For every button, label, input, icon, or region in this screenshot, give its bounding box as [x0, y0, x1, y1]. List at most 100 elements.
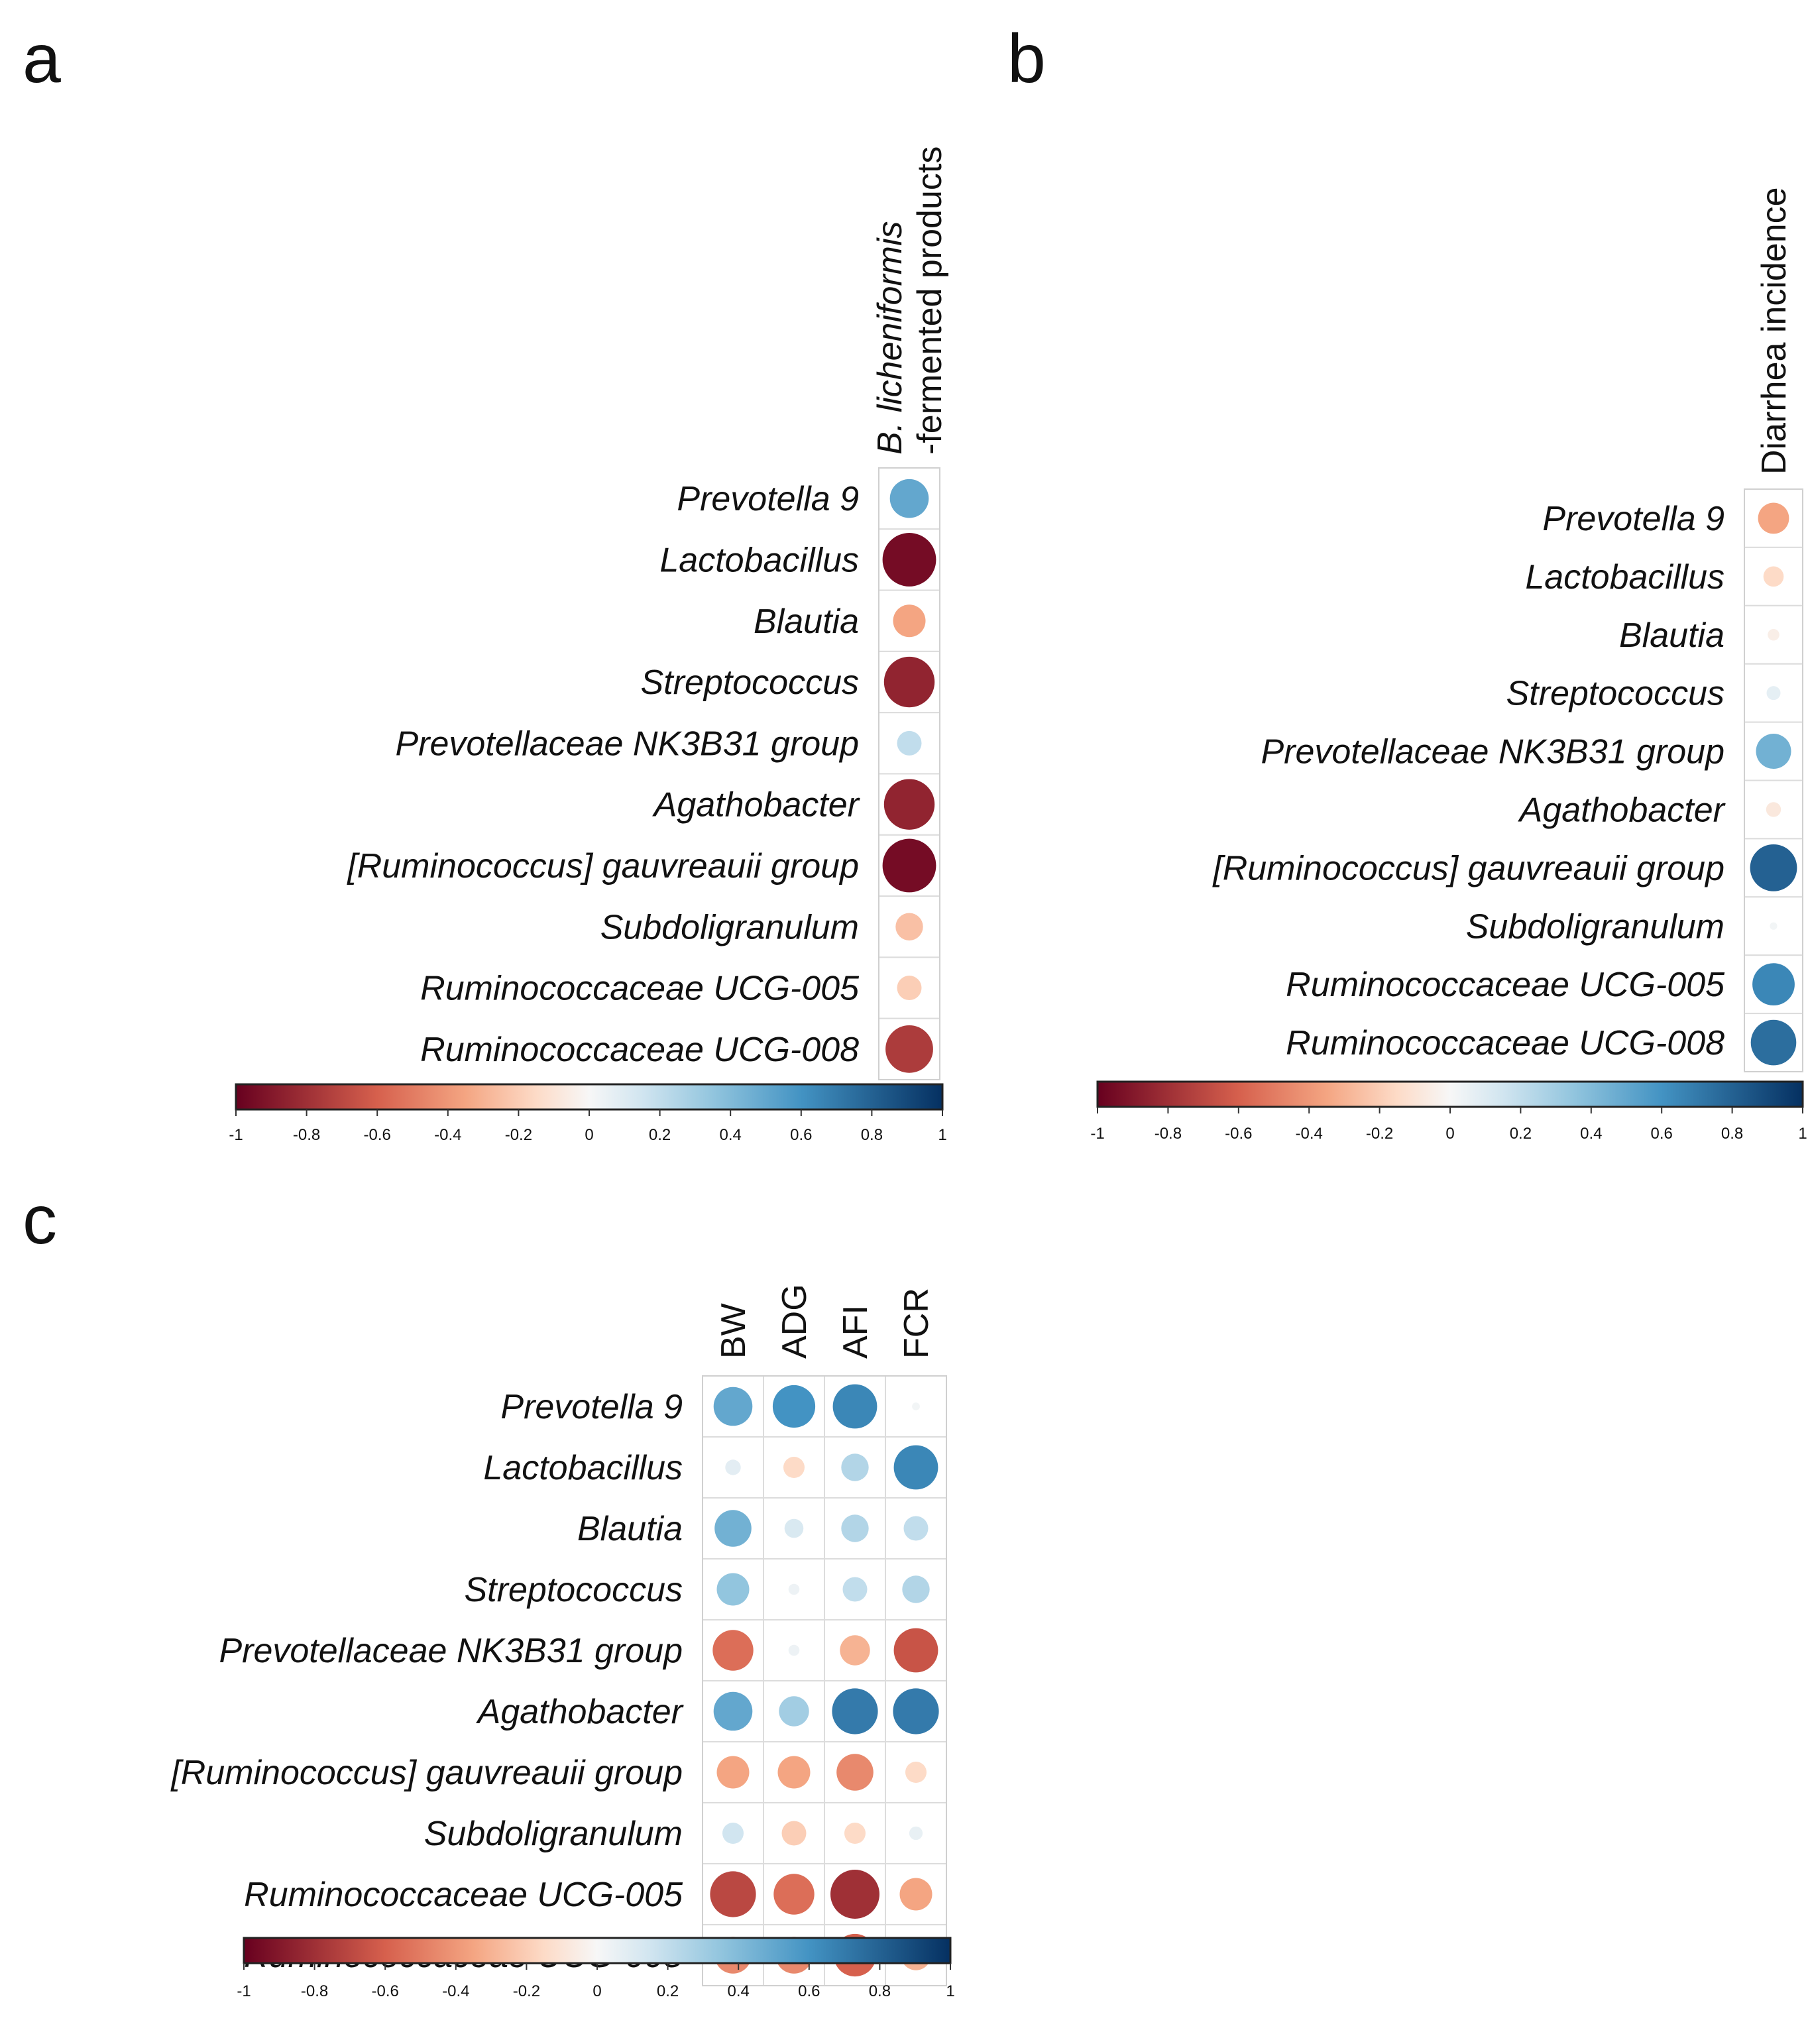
correlation-circle-b-1-0 — [1763, 566, 1784, 587]
correlation-circle-c-4-2 — [840, 1635, 870, 1666]
correlation-circle-c-8-3 — [899, 1878, 932, 1911]
column-label-c-3-0: FCR — [897, 1288, 936, 1359]
colorbar-tick-label-b-5: 0 — [1445, 1125, 1454, 1143]
correlation-circle-a-5-0 — [883, 779, 935, 830]
correlation-circle-c-4-1 — [788, 1644, 800, 1656]
row-label-a-8: Ruminococcaceae UCG-005 — [420, 970, 860, 1008]
colorbar-tick-label-c-0: -1 — [237, 1982, 251, 2000]
colorbar-tick-label-b-0: -1 — [1090, 1125, 1104, 1143]
correlation-circle-b-2-0 — [1768, 628, 1780, 641]
correlation-circle-c-2-0 — [714, 1510, 752, 1547]
colorbar-tick-label-b-10: 1 — [1798, 1125, 1807, 1143]
correlation-circle-c-8-0 — [710, 1871, 756, 1917]
correlation-circle-b-7-0 — [1770, 922, 1778, 930]
colorbar-tick-label-c-8: 0.6 — [798, 1982, 820, 2000]
correlation-circle-c-7-3 — [909, 1826, 923, 1841]
colorbar-tick-label-c-9: 0.8 — [869, 1982, 891, 2000]
correlation-circle-b-9-0 — [1750, 1019, 1797, 1066]
row-label-c-5: Agathobacter — [476, 1693, 685, 1731]
correlation-circle-b-4-0 — [1756, 734, 1791, 769]
panel-letter-b: b — [1007, 21, 1046, 97]
correlation-circle-c-3-2 — [842, 1577, 868, 1602]
correlation-circle-a-6-0 — [882, 838, 936, 893]
panel-letter-c: c — [23, 1182, 57, 1259]
colorbar-tick-label-a-0: -1 — [229, 1126, 243, 1144]
colorbar-tick-label-a-4: -0.2 — [505, 1126, 532, 1144]
colorbar-tick-label-b-7: 0.4 — [1580, 1125, 1602, 1143]
correlation-circle-a-7-0 — [895, 913, 923, 940]
correlation-circle-b-0-0 — [1758, 502, 1789, 534]
correlation-circle-c-7-1 — [781, 1821, 807, 1846]
row-label-a-4: Prevotellaceae NK3B31 group — [395, 724, 859, 763]
correlation-circle-c-4-3 — [893, 1628, 938, 1673]
correlation-circle-c-7-0 — [722, 1823, 744, 1844]
row-label-a-7: Subdoligranulum — [600, 908, 859, 946]
row-label-c-6: [Ruminococcus] gauvreauii group — [170, 1754, 683, 1792]
row-label-b-2: Blautia — [1619, 616, 1724, 655]
colorbar-tick-label-a-8: 0.6 — [790, 1126, 812, 1144]
correlation-circle-a-8-0 — [897, 976, 922, 1001]
colorbar-tick-label-a-1: -0.8 — [293, 1126, 320, 1144]
correlation-circle-c-6-0 — [716, 1756, 750, 1789]
row-label-c-4: Prevotellaceae NK3B31 group — [219, 1632, 683, 1670]
colorbar-tick-label-c-10: 1 — [946, 1982, 954, 2000]
panel-a: a B. licheniformis -fermented products Prev… — [23, 21, 949, 1144]
row-label-b-3: Streptococcus — [1506, 675, 1725, 713]
row-label-c-3: Streptococcus — [465, 1571, 683, 1609]
heatmap-frame-b — [1744, 488, 1803, 1072]
correlation-circle-c-3-1 — [788, 1583, 800, 1595]
row-label-a-0: Prevotella 9 — [677, 480, 859, 518]
row-label-a-2: Blautia — [754, 602, 859, 641]
correlation-circle-a-4-0 — [897, 730, 922, 756]
correlation-circle-c-2-2 — [841, 1514, 869, 1542]
correlation-circle-a-9-0 — [885, 1025, 933, 1073]
correlation-circle-a-3-0 — [883, 656, 935, 708]
row-label-c-8: Ruminococcaceae UCG-005 — [244, 1876, 683, 1914]
colorbar-tick-label-a-7: 0.4 — [720, 1126, 742, 1144]
correlation-circle-c-1-1 — [783, 1457, 805, 1478]
colorbar-c — [244, 1938, 950, 1963]
correlation-circle-b-3-0 — [1766, 686, 1781, 701]
colorbar-tick-label-c-4: -0.2 — [513, 1982, 540, 2000]
heatmap-frame-c — [702, 1375, 947, 1986]
row-label-b-0: Prevotella 9 — [1542, 500, 1724, 538]
correlation-circle-c-1-2 — [841, 1453, 869, 1481]
row-label-b-8: Ruminococcaceae UCG-005 — [1286, 966, 1725, 1004]
colorbar-tick-label-c-3: -0.4 — [442, 1982, 469, 2000]
row-label-b-6: [Ruminococcus] gauvreauii group — [1212, 849, 1724, 887]
correlation-circle-b-6-0 — [1750, 844, 1797, 891]
row-label-a-9: Ruminococcaceae UCG-008 — [420, 1031, 859, 1069]
correlation-circle-c-0-3 — [912, 1402, 920, 1410]
correlation-circle-c-2-3 — [903, 1516, 929, 1541]
row-label-b-7: Subdoligranulum — [1466, 907, 1724, 946]
row-label-b-4: Prevotellaceae NK3B31 group — [1261, 733, 1724, 771]
colorbar-tick-label-b-9: 0.8 — [1721, 1125, 1743, 1143]
correlation-circle-c-0-1 — [772, 1385, 816, 1428]
colorbar-tick-label-c-7: 0.4 — [728, 1982, 750, 2000]
colorbar-tick-label-a-9: 0.8 — [861, 1126, 883, 1144]
colorbar-tick-label-c-1: -0.8 — [301, 1982, 328, 2000]
panel-c: c BW ADG AFI FCR Prevotella 9 Lactobacillus Bla… — [23, 1182, 955, 2000]
heatmap-cell-b — [1744, 663, 1803, 723]
column-label-c-1-0: ADG — [775, 1284, 814, 1359]
row-label-b-1: Lactobacillus — [1525, 558, 1724, 596]
column-label-b-0-0: Diarrhea incidence — [1755, 187, 1793, 475]
column-label-a-0-0: B. licheniformis — [871, 221, 909, 455]
row-label-c-2: Blautia — [577, 1510, 683, 1548]
colorbar-tick-label-a-5: 0 — [585, 1126, 593, 1144]
row-label-c-0: Prevotella 9 — [500, 1388, 683, 1426]
colorbar-tick-label-c-5: 0 — [593, 1982, 601, 2000]
correlation-circle-c-5-2 — [832, 1688, 878, 1734]
correlation-circle-c-6-2 — [836, 1754, 874, 1791]
correlation-circle-c-7-2 — [844, 1823, 866, 1844]
correlation-circle-c-2-1 — [784, 1518, 804, 1538]
correlation-circle-c-1-0 — [725, 1459, 741, 1475]
correlation-circle-a-2-0 — [893, 604, 926, 638]
panel-letter-a: a — [23, 21, 61, 97]
colorbar-tick-label-a-10: 1 — [938, 1126, 946, 1144]
colorbar-a — [236, 1084, 942, 1109]
correlation-circle-a-0-0 — [889, 479, 929, 518]
correlation-circle-c-6-3 — [905, 1762, 927, 1783]
correlation-circle-c-5-3 — [893, 1688, 939, 1734]
